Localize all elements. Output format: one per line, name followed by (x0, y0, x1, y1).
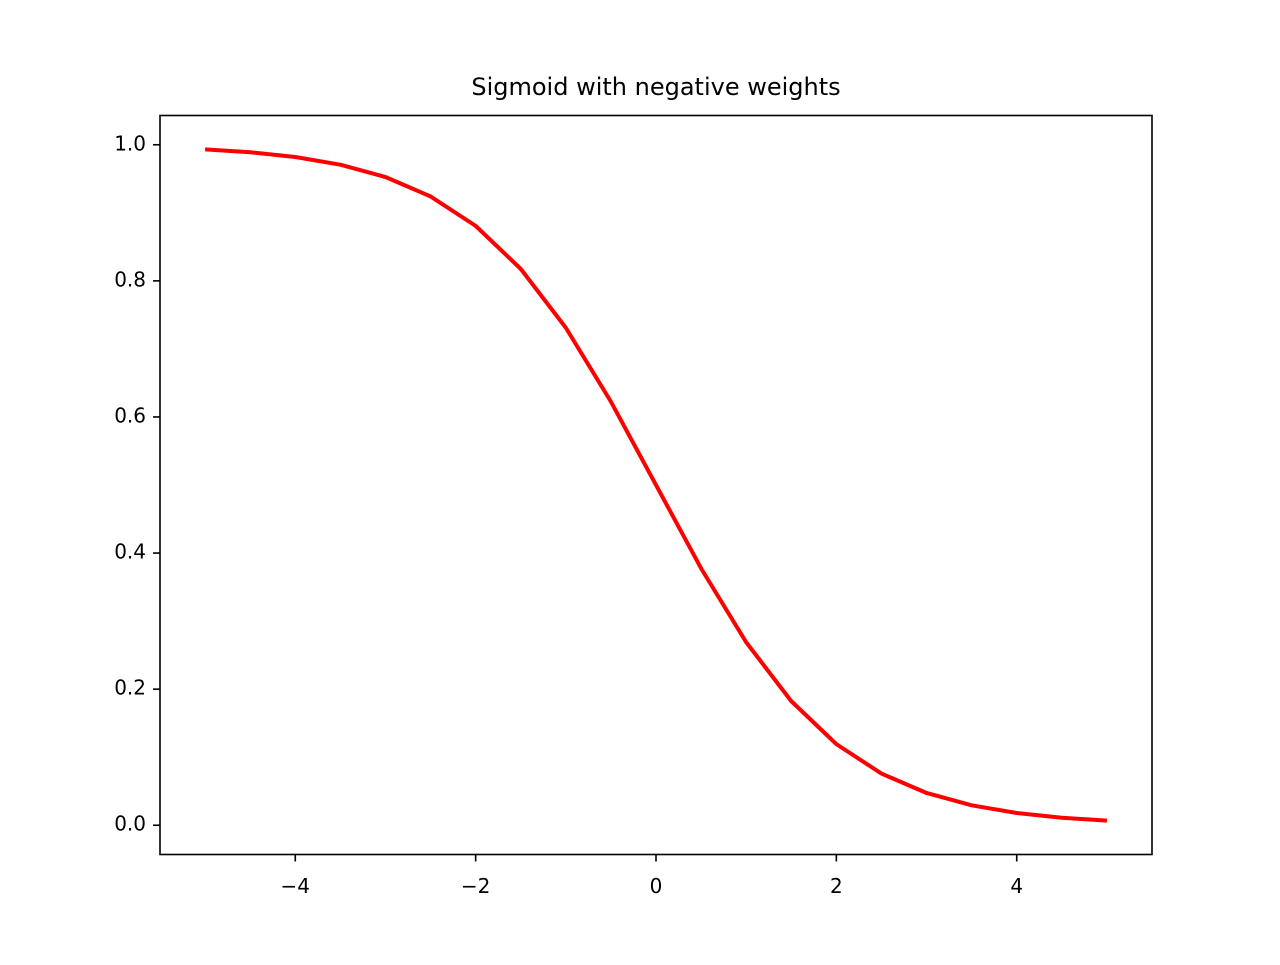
x-tick-label: −2 (461, 874, 490, 898)
axis-ticks: −4 −2 0 2 4 0.0 0.2 0.4 0.6 0.8 1.0 (114, 131, 1023, 898)
y-tick-label: 0.2 (114, 676, 146, 700)
x-tick-label: 0 (650, 874, 663, 898)
series-line-0 (204, 147, 1108, 823)
plot-area (204, 147, 1108, 823)
y-tick-label: 0.6 (114, 403, 146, 427)
x-tick-label: 4 (1010, 874, 1023, 898)
y-tick-label: 1.0 (114, 131, 146, 155)
y-tick-label: 0.4 (114, 540, 146, 564)
y-tick-label: 0.8 (114, 267, 146, 291)
x-tick-label: −4 (281, 874, 310, 898)
chart-title: Sigmoid with negative weights (471, 73, 840, 101)
x-tick-label: 2 (830, 874, 843, 898)
y-tick-label: 0.0 (114, 812, 146, 836)
axes-frame (159, 114, 1153, 856)
